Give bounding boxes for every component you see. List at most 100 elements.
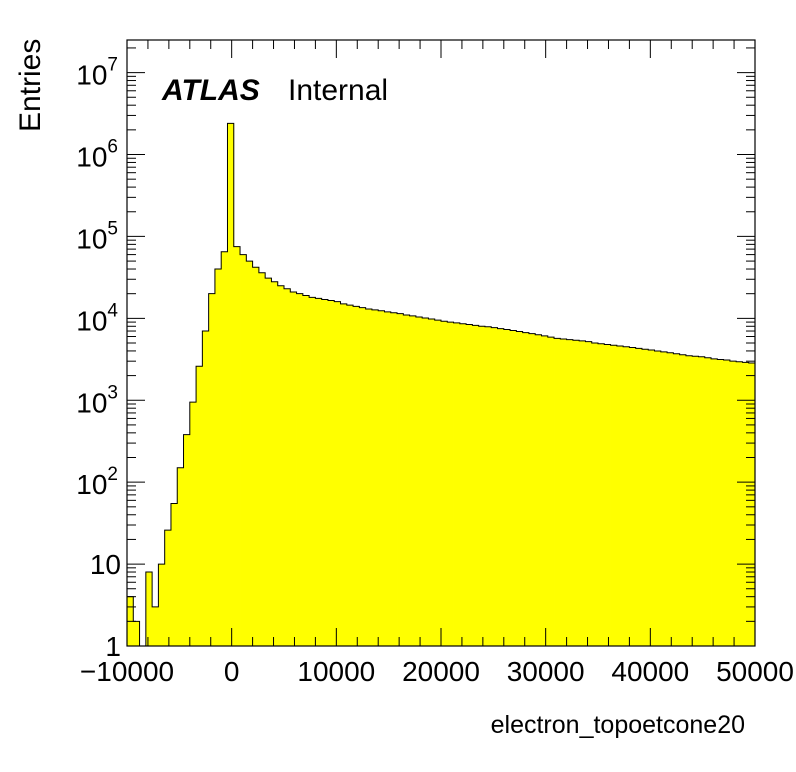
histogram-bar <box>673 353 681 646</box>
histogram-bar <box>315 298 323 646</box>
atlas-label: ATLAS <box>161 74 260 107</box>
histogram-bar <box>453 322 461 646</box>
histogram-bar <box>277 285 285 646</box>
histogram-bar <box>309 297 316 646</box>
histogram-bar <box>679 354 687 646</box>
histogram-bar <box>145 572 153 646</box>
y-tick-label: 106 <box>76 137 118 173</box>
histogram-bar <box>189 402 197 646</box>
y-axis-label: Entries <box>14 39 47 132</box>
y-tick-label: 107 <box>76 55 118 91</box>
histogram-bar <box>516 331 524 646</box>
histogram-bar <box>560 338 567 646</box>
histogram-bar <box>177 467 184 646</box>
histogram-bar <box>503 329 511 646</box>
histogram-bar <box>522 332 530 646</box>
x-tick-label: 50000 <box>716 656 794 687</box>
histogram-bar <box>535 334 542 646</box>
histogram-bar <box>742 362 750 646</box>
x-tick-label: 30000 <box>507 656 585 687</box>
histogram-bar <box>327 300 335 646</box>
histogram-bar <box>447 322 454 646</box>
histogram-outline <box>127 122 755 647</box>
x-tick-label: 10000 <box>297 656 375 687</box>
histogram-bar <box>252 267 260 646</box>
histogram-bar <box>472 325 480 646</box>
histogram-bar <box>585 341 593 646</box>
histogram-bar <box>428 319 436 646</box>
histogram-bar <box>265 278 272 646</box>
histogram-bar <box>403 314 410 646</box>
histogram-bar <box>598 343 605 646</box>
histogram-bar <box>510 330 517 646</box>
histogram-bar <box>579 340 586 646</box>
histogram-bar <box>660 351 668 646</box>
histogram-bar <box>258 272 266 646</box>
internal-label: Internal <box>288 74 388 107</box>
histogram-bar <box>698 356 706 646</box>
histogram-bar <box>302 295 310 646</box>
x-tick-labels: −10000 0 10000 20000 30000 40000 50000 <box>80 656 794 687</box>
x-tick-label: −10000 <box>80 656 174 687</box>
histogram-bar <box>384 311 392 646</box>
y-tick-label: 105 <box>76 218 118 254</box>
histogram-bar <box>227 123 235 647</box>
plot-frame <box>126 39 756 647</box>
histogram-bar <box>365 309 373 646</box>
histogram-bar <box>441 321 448 646</box>
histogram-bar <box>528 333 536 646</box>
y-tick-label: 10 <box>90 549 121 580</box>
histogram-bar <box>616 345 624 646</box>
histogram-bar <box>648 350 655 646</box>
histogram-bar <box>547 337 555 646</box>
histogram-bar <box>623 346 630 646</box>
histogram-bar <box>359 307 367 646</box>
histogram-bar <box>353 306 360 646</box>
histogram-bar <box>397 313 404 646</box>
histogram-bar <box>233 246 241 646</box>
histogram-bar <box>183 434 191 646</box>
histogram-bar <box>290 291 297 646</box>
histogram-bar <box>572 340 580 646</box>
histogram-bar <box>170 503 178 646</box>
histogram-bar <box>736 361 743 646</box>
histogram-bar <box>164 530 172 646</box>
histogram-bar <box>711 358 718 646</box>
histogram-bar <box>478 326 486 646</box>
histogram-bars <box>127 123 756 647</box>
histogram-bar <box>409 315 417 646</box>
histogram-bar <box>158 564 166 646</box>
y-tick-labels: 1 10 102 103 104 105 106 107 <box>76 55 121 662</box>
histogram-bar <box>604 344 611 646</box>
histogram-bar <box>196 366 203 646</box>
histogram-bar <box>434 320 442 646</box>
histogram-bar <box>334 301 341 646</box>
y-tick-label: 104 <box>76 300 118 336</box>
y-tick-label: 103 <box>76 382 118 418</box>
histogram-bar <box>221 251 228 646</box>
histogram-bar <box>610 345 618 646</box>
histogram-bar <box>459 323 467 646</box>
histogram-bar <box>497 328 505 646</box>
histogram-bar <box>371 309 379 646</box>
x-tick-label: 40000 <box>611 656 689 687</box>
histogram-bar <box>748 363 756 646</box>
histogram-bar <box>152 606 159 646</box>
histogram-bar <box>466 324 473 646</box>
histogram-bar <box>340 303 348 646</box>
histogram-bar <box>704 357 712 646</box>
histogram-bar <box>635 348 643 646</box>
histogram-bar <box>491 327 498 646</box>
histogram-bar <box>390 312 398 646</box>
histogram-bar <box>346 305 354 646</box>
histogram-bar <box>685 355 693 646</box>
histogram-bar <box>566 339 574 646</box>
histogram-bar <box>246 261 253 646</box>
histogram-bar <box>629 347 637 646</box>
histogram-bar <box>271 281 279 646</box>
histogram-bar <box>723 360 731 646</box>
histogram-bar <box>133 621 140 646</box>
histogram-bar <box>654 350 662 646</box>
histogram-bar <box>554 338 561 646</box>
